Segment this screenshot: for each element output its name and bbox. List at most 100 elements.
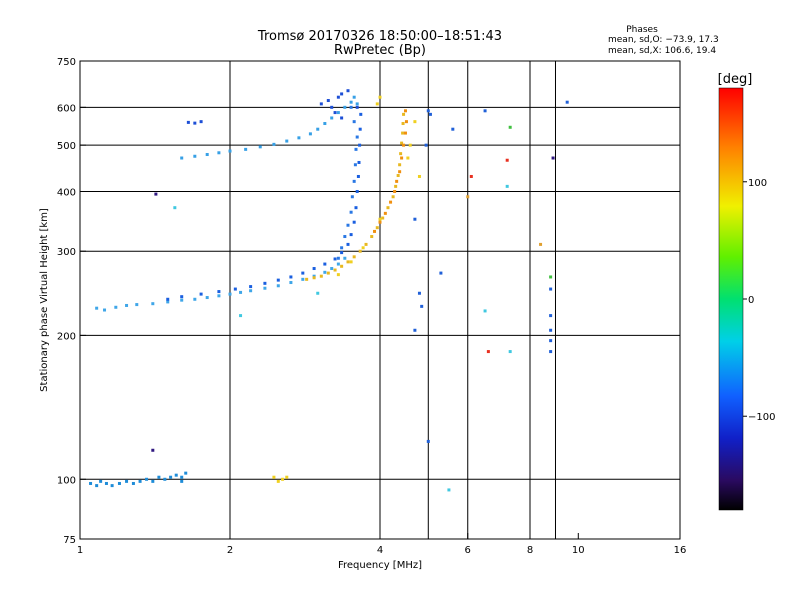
axis-ticks: 1 2 4 6 8 10 16 75 100 200 300 400 500 600 750 xyxy=(57,57,686,556)
data-point xyxy=(406,156,410,160)
data-point xyxy=(333,257,337,261)
data-point xyxy=(400,156,404,160)
phases-title: Phases xyxy=(626,25,658,35)
data-point xyxy=(289,281,293,285)
y-tick-label: 600 xyxy=(57,103,76,114)
phases-o-line: mean, sd,O: −73.9, 17.3 xyxy=(608,35,719,45)
data-point xyxy=(346,89,350,93)
data-point xyxy=(505,158,509,162)
data-point xyxy=(125,479,129,483)
data-point xyxy=(336,273,340,277)
data-point xyxy=(217,151,221,155)
data-point xyxy=(381,216,385,220)
data-point xyxy=(323,262,327,266)
data-point xyxy=(378,217,382,221)
data-point xyxy=(483,309,487,313)
data-point xyxy=(276,284,280,288)
data-point xyxy=(166,297,170,301)
colorbar-tick-label: 0 xyxy=(748,295,754,306)
data-point xyxy=(508,125,512,129)
data-point xyxy=(336,111,340,115)
data-point xyxy=(166,300,170,304)
colorbar-ticks: 100 0 −100 xyxy=(743,178,775,423)
data-point xyxy=(428,112,432,116)
data-point xyxy=(352,120,356,124)
data-point xyxy=(386,206,390,210)
phases-x-line: mean, sd,X: 106.6, 19.4 xyxy=(608,46,716,56)
data-point xyxy=(343,235,347,239)
data-point xyxy=(330,105,334,109)
data-point xyxy=(565,100,569,104)
data-point xyxy=(316,291,320,295)
chart-subtitle: RwPretec (Bp) xyxy=(334,43,426,58)
x-tick-label: 10 xyxy=(572,545,585,556)
data-point xyxy=(312,267,316,271)
x-tick-label: 16 xyxy=(674,545,687,556)
data-point xyxy=(193,297,197,301)
data-point xyxy=(417,291,421,295)
data-point xyxy=(205,296,209,300)
data-point xyxy=(340,246,344,250)
data-point xyxy=(199,120,203,124)
data-point xyxy=(401,131,405,135)
colorbar xyxy=(718,87,744,511)
data-point xyxy=(378,220,382,224)
data-point xyxy=(157,475,161,479)
y-tick-label: 400 xyxy=(57,187,76,198)
data-point xyxy=(349,210,353,214)
data-point xyxy=(346,223,350,227)
data-point xyxy=(249,289,253,293)
data-point xyxy=(154,192,158,196)
data-point xyxy=(326,271,330,275)
data-point xyxy=(333,111,337,115)
data-point xyxy=(131,481,135,485)
data-point xyxy=(99,479,103,483)
data-point xyxy=(103,308,107,312)
data-point xyxy=(193,154,197,158)
data-point xyxy=(319,102,323,106)
data-point xyxy=(330,116,334,120)
data-point xyxy=(135,303,139,307)
data-point xyxy=(249,285,253,289)
data-point xyxy=(305,277,309,281)
data-point xyxy=(343,256,347,260)
data-point xyxy=(239,314,243,318)
data-point xyxy=(373,229,377,233)
data-point xyxy=(375,226,379,230)
colorbar-tick-label: 100 xyxy=(748,178,767,189)
data-point xyxy=(346,242,350,246)
data-point xyxy=(353,163,357,167)
data-point xyxy=(355,105,359,109)
data-point xyxy=(424,143,428,147)
data-point xyxy=(308,132,312,136)
data-point xyxy=(330,267,334,271)
data-point xyxy=(180,475,184,479)
y-tick-label: 75 xyxy=(63,535,76,546)
data-point xyxy=(551,156,555,160)
data-point xyxy=(417,174,421,178)
data-point xyxy=(505,184,509,188)
data-point xyxy=(383,211,387,215)
y-tick-label: 100 xyxy=(57,475,76,486)
data-point xyxy=(420,304,424,308)
x-tick-label: 4 xyxy=(377,545,383,556)
data-point xyxy=(413,217,417,221)
data-point xyxy=(426,109,430,113)
data-point xyxy=(263,286,267,290)
data-point xyxy=(349,100,353,104)
data-point xyxy=(336,256,340,260)
data-point xyxy=(104,481,108,485)
data-point xyxy=(180,298,184,302)
data-point xyxy=(394,184,398,188)
data-point xyxy=(117,481,121,485)
data-point xyxy=(186,120,190,124)
scatter-points xyxy=(89,89,569,492)
y-axis-label: Stationary phase Virtual Height [km] xyxy=(39,208,50,392)
data-point xyxy=(451,127,455,131)
data-point xyxy=(396,174,400,178)
data-point xyxy=(356,174,360,178)
data-point xyxy=(199,292,203,296)
data-point xyxy=(326,99,330,103)
data-point xyxy=(151,448,155,452)
